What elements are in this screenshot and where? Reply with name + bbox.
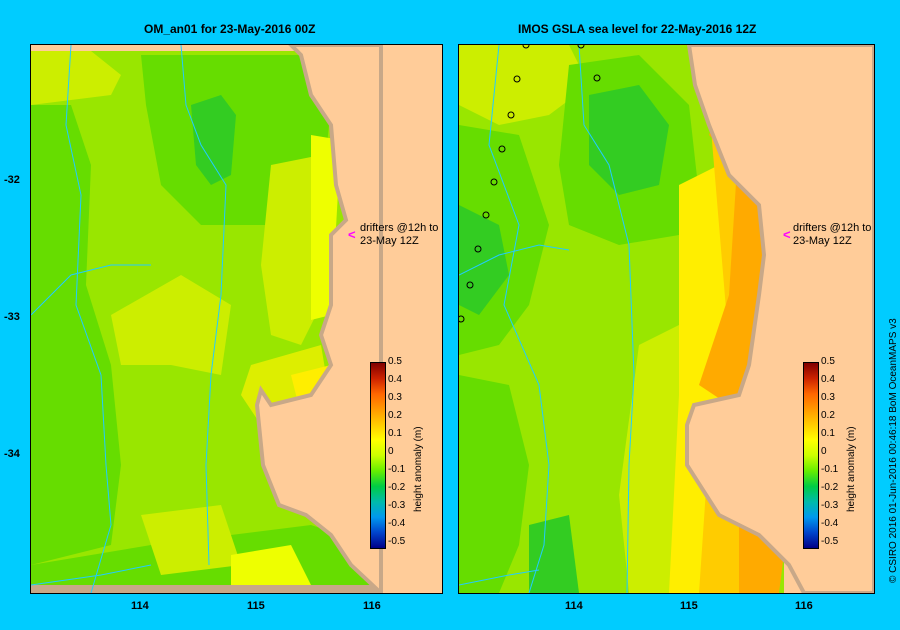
left-panel-title: OM_an01 for 23-May-2016 00Z xyxy=(144,22,316,36)
drifter-arrow-right: < xyxy=(783,227,791,242)
colorbar-tick-label: 0.5 xyxy=(388,356,402,367)
left-map-panel xyxy=(30,44,443,594)
right-map-panel xyxy=(458,44,875,594)
y-tick-label: -33 xyxy=(4,311,20,323)
x-tick-label: 115 xyxy=(247,600,265,612)
colorbar-tick-label: -0.5 xyxy=(388,536,406,547)
colorbar-tick-label: 0.4 xyxy=(821,374,835,385)
drifter-note-left: drifters @12h to 23-May 12Z xyxy=(360,222,439,247)
colorbar-tick-label: -0.2 xyxy=(388,482,406,493)
x-tick-label: 114 xyxy=(565,600,583,612)
y-tick-label: -32 xyxy=(4,174,20,186)
x-tick-label: 115 xyxy=(680,600,698,612)
colorbar-tick-label: -0.1 xyxy=(388,464,406,475)
colorbar-title-right: height anomaly (m) xyxy=(846,426,857,512)
colorbar-tick-label: 0 xyxy=(388,446,394,457)
colorbar-tick-label: 0.3 xyxy=(821,392,835,403)
drifter-markers xyxy=(459,45,601,323)
colorbar-tick-label: -0.4 xyxy=(388,518,406,529)
colorbar-right xyxy=(803,362,819,549)
right-map-svg xyxy=(459,45,874,593)
colorbar-tick-label: 0.4 xyxy=(388,374,402,385)
x-tick-label: 114 xyxy=(131,600,149,612)
colorbar-tick-label: -0.3 xyxy=(821,500,839,511)
drifter-note-right: drifters @12h to 23-May 12Z xyxy=(793,222,872,247)
colorbar-tick-label: -0.5 xyxy=(821,536,839,547)
credit-text: © CSIRO 2016 01-Jun-2016 00:46:18 BoM Oc… xyxy=(888,318,899,583)
x-tick-label: 116 xyxy=(363,600,381,612)
colorbar-left xyxy=(370,362,386,549)
colorbar-tick-label: 0.1 xyxy=(388,428,402,439)
drifter-arrow-left: < xyxy=(348,227,356,242)
colorbar-tick-label: 0.2 xyxy=(821,410,835,421)
colorbar-tick-label: 0.1 xyxy=(821,428,835,439)
colorbar-tick-label: 0 xyxy=(821,446,827,457)
colorbar-tick-label: -0.4 xyxy=(821,518,839,529)
x-tick-label: 116 xyxy=(795,600,813,612)
colorbar-tick-label: 0.5 xyxy=(821,356,835,367)
colorbar-tick-label: 0.2 xyxy=(388,410,402,421)
colorbar-tick-label: -0.1 xyxy=(821,464,839,475)
y-tick-label: -34 xyxy=(4,448,20,460)
colorbar-tick-label: -0.2 xyxy=(821,482,839,493)
right-panel-title: IMOS GSLA sea level for 22-May-2016 12Z xyxy=(518,22,757,36)
left-map-svg xyxy=(31,45,383,593)
colorbar-tick-label: 0.3 xyxy=(388,392,402,403)
colorbar-title-left: height anomaly (m) xyxy=(413,426,424,512)
colorbar-tick-label: -0.3 xyxy=(388,500,406,511)
